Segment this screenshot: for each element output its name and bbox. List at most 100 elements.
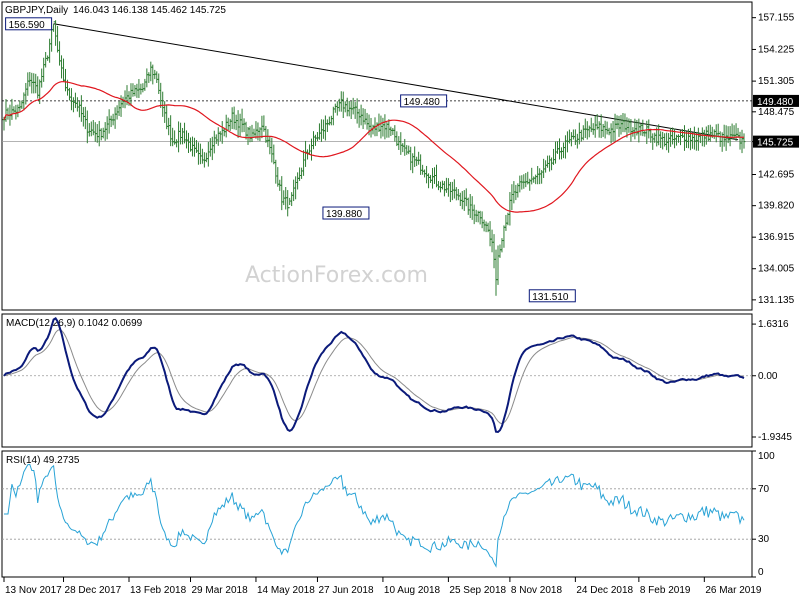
price-bar	[232, 106, 236, 130]
price-bar	[641, 119, 645, 137]
price-bar	[18, 100, 22, 112]
price-bar	[470, 196, 474, 220]
price-bar	[339, 91, 343, 112]
price-bar	[684, 131, 688, 148]
price-bar	[573, 129, 577, 145]
callout-box	[528, 289, 576, 303]
price-bar	[319, 119, 323, 142]
x-axis-label: 8 Nov 2018	[511, 585, 563, 596]
price-bar	[417, 151, 421, 165]
price-bar	[97, 120, 101, 147]
price-axis-label: 142.695	[758, 169, 795, 180]
price-bar	[391, 127, 395, 135]
x-axis-label: 24 Dec 2018	[576, 585, 633, 596]
price-bar	[532, 176, 536, 183]
price-bar	[228, 118, 232, 131]
price-bar	[722, 124, 726, 147]
price-bar	[187, 132, 191, 153]
rsi-title: RSI(14) 49.2735	[6, 455, 80, 466]
current-price-tag-bg	[753, 135, 799, 148]
price-bar	[480, 211, 484, 229]
price-bar	[341, 91, 345, 119]
price-bar	[442, 181, 446, 197]
price-bar	[73, 92, 77, 109]
price-bar	[167, 117, 171, 136]
price-bar	[302, 150, 306, 176]
price-bar	[179, 122, 183, 145]
price-bar	[26, 72, 30, 96]
price-bar	[484, 221, 488, 233]
price-bar	[12, 106, 16, 113]
price-bar	[145, 68, 149, 88]
price-bar	[546, 155, 550, 168]
price-bar	[700, 127, 704, 147]
price-bar	[20, 100, 24, 109]
price-bar	[559, 147, 563, 160]
price-bar	[524, 173, 528, 188]
price-axis-label: 136.915	[758, 232, 795, 243]
price-bar	[381, 117, 385, 137]
price-bar	[117, 101, 121, 116]
price-bar	[530, 167, 534, 185]
price-bar	[185, 130, 189, 149]
x-axis-label: 14 May 2018	[257, 585, 315, 596]
price-bar	[544, 160, 548, 173]
rsi-line	[4, 463, 745, 568]
price-bar	[290, 192, 294, 207]
price-bar	[363, 108, 367, 125]
price-bar	[522, 174, 526, 189]
price-bar	[48, 38, 52, 63]
price-bar	[742, 133, 746, 149]
price-bar	[113, 107, 117, 129]
price-bar	[619, 114, 623, 135]
price-bar	[585, 121, 589, 140]
price-bar	[67, 87, 71, 101]
price-bar	[298, 167, 302, 181]
price-axis-label: 134.005	[758, 264, 795, 275]
price-bar	[91, 120, 95, 136]
price-bar	[548, 155, 552, 172]
price-bar	[333, 103, 337, 113]
x-axis-label: 29 Mar 2018	[191, 585, 248, 596]
price-bar	[109, 115, 113, 128]
resistance-tag-bg	[753, 94, 799, 107]
price-bar	[438, 181, 442, 193]
price-bar	[103, 122, 107, 141]
price-bar	[79, 95, 83, 122]
price-bar	[387, 119, 391, 138]
price-bar	[323, 115, 327, 141]
price-bar	[682, 125, 686, 151]
price-bar	[163, 101, 167, 123]
price-bar	[599, 114, 603, 139]
price-bar	[460, 191, 464, 210]
price-bar	[434, 164, 438, 188]
price-bar	[87, 123, 91, 137]
price-bar	[591, 123, 595, 135]
price-bar	[696, 127, 700, 151]
price-bar	[198, 143, 202, 165]
price-bar	[552, 148, 556, 165]
price-bar	[28, 71, 32, 87]
price-bar	[58, 41, 62, 66]
price-bar	[464, 188, 468, 207]
price-bar	[226, 117, 230, 131]
watermark: ActionForex.com	[245, 263, 428, 288]
price-bar	[450, 181, 454, 201]
price-bar	[274, 159, 278, 184]
price-bar	[248, 126, 252, 143]
price-bar	[77, 101, 81, 118]
price-bar	[492, 234, 496, 269]
price-bar	[643, 130, 647, 137]
price-bar	[389, 126, 393, 137]
price-bar	[175, 139, 179, 148]
price-bar	[454, 187, 458, 201]
price-bar	[659, 131, 663, 148]
price-bar	[536, 166, 540, 185]
price-bar	[393, 125, 397, 142]
price-bar	[135, 83, 139, 98]
price-bar	[202, 152, 206, 168]
rsi-axis-label: 70	[758, 484, 770, 495]
price-bar	[581, 125, 585, 141]
price-bar	[317, 123, 321, 140]
